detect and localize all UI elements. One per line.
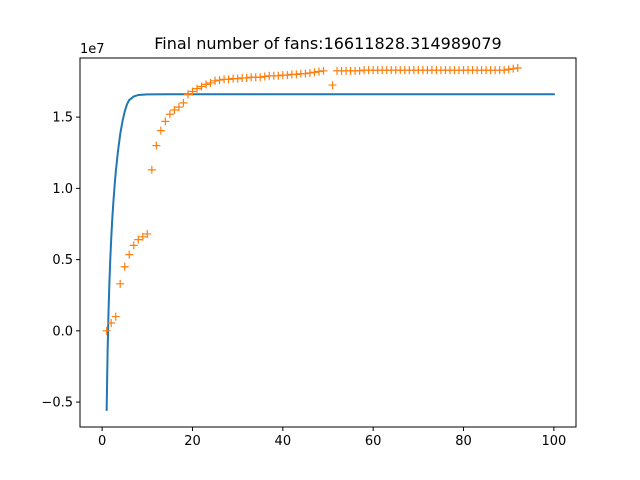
data-point-marker [197,82,206,91]
data-point-marker [274,71,283,80]
data-point-marker [129,241,138,250]
data-point-marker [116,279,125,288]
data-point-marker [211,76,220,85]
data-point-marker [513,63,522,72]
data-point-marker [215,76,224,85]
y-tick-label: 0.0 [52,324,73,339]
y-tick-label: 0.5 [52,253,73,268]
data-point-marker [165,110,174,119]
x-tick-label: 20 [184,434,201,449]
series-markers-1 [102,63,522,335]
data-point-marker [120,262,129,271]
axes: 0 20 40 60 80 100 −0.5 0.0 0.5 1.0 1.5 [41,57,577,449]
x-tick-label: 0 [98,434,106,449]
x-tick-label: 60 [365,434,382,449]
data-point-marker [301,69,310,78]
data-point-marker [102,326,111,335]
data-point-marker [156,126,165,135]
x-tick-label: 80 [455,434,472,449]
data-point-marker [125,250,134,259]
y-tick-label: 1.0 [52,182,73,197]
data-point-marker [152,141,161,150]
data-point-marker [161,117,170,126]
axes-frame [79,57,577,428]
data-point-marker [283,71,292,80]
data-point-marker [107,318,116,327]
data-point-marker [183,90,192,99]
y-tick-label: 1.5 [52,111,73,126]
data-point-marker [319,66,328,75]
data-point-marker [233,74,242,83]
data-point-marker [355,66,364,75]
data-point-marker [260,72,269,81]
data-point-marker [292,70,301,79]
data-point-marker [206,78,215,87]
data-point-marker [143,229,152,238]
data-point-marker [504,65,513,74]
y-offset-label: 1e7 [80,42,105,57]
y-tick-label: −0.5 [41,396,73,411]
data-point-marker [310,68,319,77]
data-point-marker [256,73,265,82]
data-point-marker [147,165,156,174]
data-point-marker [202,80,211,89]
x-tick-label: 100 [541,434,566,449]
data-point-marker [242,73,251,82]
data-point-marker [328,81,337,90]
plot-clipped-group [102,63,555,411]
data-point-marker [138,232,147,241]
data-point-marker [111,312,120,321]
chart-title: Final number of fans:16611828.314989079 [154,34,501,53]
data-point-marker [170,106,179,115]
data-point-marker [509,64,518,73]
plot-area [102,63,555,411]
data-point-marker [179,98,188,107]
data-point-marker [134,235,143,244]
data-point-marker [188,87,197,96]
x-tick-label: 40 [275,434,292,449]
data-point-marker [192,84,201,93]
data-point-marker [224,75,233,84]
data-point-marker [305,68,314,77]
data-point-marker [500,66,509,75]
data-point-marker [314,67,323,76]
data-point-marker [174,103,183,112]
